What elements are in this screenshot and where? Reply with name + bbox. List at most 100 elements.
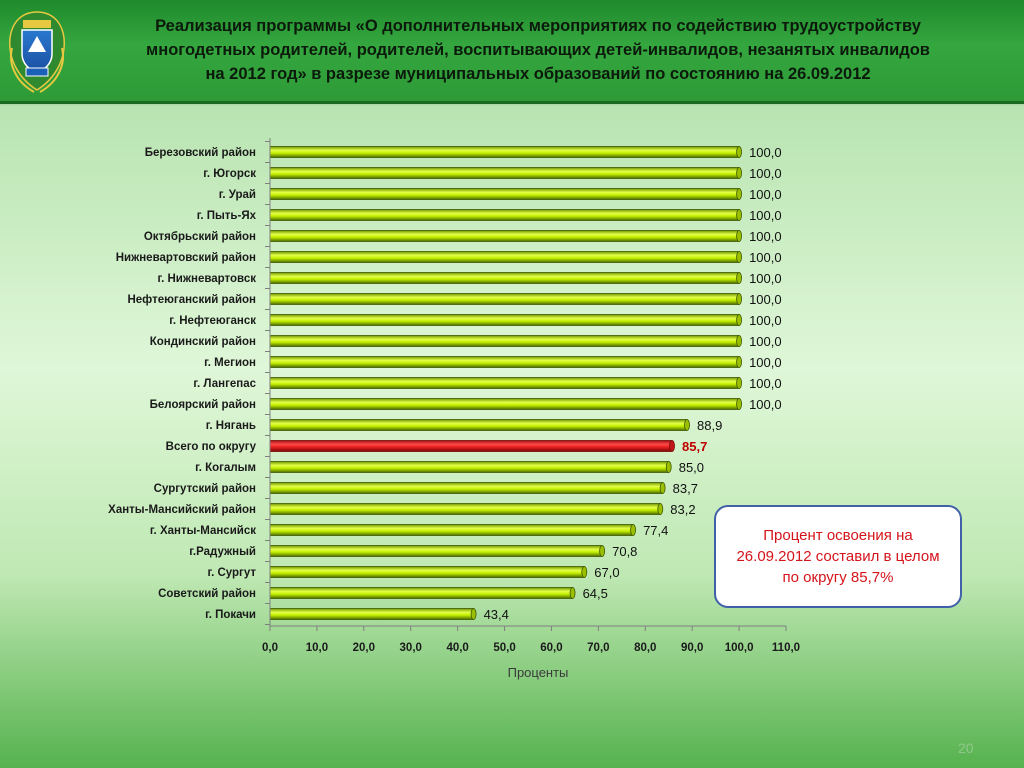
bar-end-cap [736, 398, 742, 410]
category-label: г. Лангепас [193, 378, 256, 390]
bar [269, 251, 742, 263]
value-label: 100,0 [749, 271, 782, 286]
bar [269, 461, 672, 473]
bar-body [269, 440, 673, 452]
value-label: 88,9 [697, 418, 722, 433]
bar-end-cap [736, 188, 742, 200]
bar-body [269, 293, 740, 305]
x-tick-label: 50,0 [493, 642, 515, 654]
category-label: Сургутский район [154, 483, 256, 495]
category-label: Всего по округу [166, 441, 257, 453]
bar-end-cap [736, 314, 742, 326]
bar-end-cap [736, 230, 742, 242]
value-label: 100,0 [749, 313, 782, 328]
value-label: 77,4 [643, 523, 668, 538]
x-tick-label: 70,0 [587, 642, 609, 654]
bar [269, 335, 742, 347]
bar-body [269, 587, 573, 599]
bar-end-cap [470, 608, 477, 620]
bar-end-cap [736, 293, 742, 305]
category-label: г. Сургут [207, 567, 256, 579]
value-label: 100,0 [749, 229, 782, 244]
value-label: 70,8 [612, 544, 637, 559]
value-label: 67,0 [594, 565, 619, 580]
bar [269, 188, 742, 200]
value-label: 100,0 [749, 355, 782, 370]
x-tick-label: 90,0 [681, 642, 703, 654]
value-label: 100,0 [749, 250, 782, 265]
x-tick-label: 60,0 [540, 642, 562, 654]
callout-text: Процент освоения на 26.09.2012 составил … [736, 527, 940, 586]
category-label: Октябрьский район [144, 231, 256, 243]
bar-body [269, 503, 661, 515]
category-label: г.Радужный [189, 546, 256, 558]
title-line-2: многодетных родителей, родителей, воспит… [146, 41, 930, 59]
category-label: Березовский район [145, 147, 256, 159]
bar-end-cap [736, 251, 742, 263]
bar-body [269, 482, 664, 494]
bar [269, 146, 742, 158]
bar-end-cap [736, 146, 742, 158]
bar-end-cap [630, 524, 636, 536]
summary-callout: Процент освоения на 26.09.2012 составил … [714, 505, 962, 608]
bar-end-cap [736, 167, 742, 179]
bar [269, 419, 690, 431]
bar [269, 608, 477, 620]
category-label: г. Ханты-Мансийск [150, 525, 256, 537]
bar-body [269, 356, 740, 368]
category-label: Нефтеюганский район [127, 294, 256, 306]
bar-body [269, 167, 740, 179]
slide-header: Реализация программы «О дополнительных м… [0, 0, 1024, 104]
value-label: 64,5 [583, 586, 608, 601]
x-tick-label: 80,0 [634, 642, 656, 654]
category-label: г. Покачи [205, 609, 256, 621]
value-label: 43,4 [484, 607, 509, 622]
bar-end-cap [736, 272, 742, 284]
x-tick-label: 110,0 [772, 642, 800, 654]
category-label: г. Пыть-Ях [197, 210, 257, 222]
title-line-1: Реализация программы «О дополнительных м… [155, 17, 921, 35]
bar-body [269, 608, 474, 620]
x-tick-label: 0,0 [262, 642, 278, 654]
bar [269, 230, 742, 242]
category-label: г. Нефтеюганск [169, 315, 256, 327]
x-tick-label: 20,0 [353, 642, 375, 654]
bar-body [269, 566, 585, 578]
value-label: 100,0 [749, 334, 782, 349]
value-label: 85,0 [679, 460, 704, 475]
bar-end-cap [569, 587, 576, 599]
bar [269, 377, 742, 389]
bar-body [269, 419, 688, 431]
category-label: г. Мегион [204, 357, 256, 369]
coat-of-arms-emblem-icon [9, 11, 65, 93]
bar-body [269, 209, 740, 221]
bar-body [269, 230, 740, 242]
bar [269, 356, 742, 368]
x-axis-title: Проценты [508, 665, 569, 680]
bar-body [269, 146, 740, 158]
bar [269, 482, 666, 494]
bar-body [269, 314, 740, 326]
category-label: г. Нижневартовск [157, 273, 256, 285]
bar-body [269, 398, 740, 410]
bar-body [269, 272, 740, 284]
bar [269, 398, 742, 410]
bar-body [269, 251, 740, 263]
bar [269, 545, 606, 557]
bar-end-cap [581, 566, 588, 578]
value-label: 100,0 [749, 166, 782, 181]
value-label: 100,0 [749, 397, 782, 412]
category-label: г. Нягань [206, 420, 256, 432]
bar-end-cap [659, 482, 666, 494]
bar [269, 167, 742, 179]
bar [269, 314, 742, 326]
value-label: 100,0 [749, 292, 782, 307]
page-number: 20 [958, 740, 974, 756]
category-label: г. Югорск [203, 168, 256, 180]
bar-end-cap [684, 419, 690, 431]
bar-end-cap [736, 335, 742, 347]
value-label: 100,0 [749, 208, 782, 223]
category-label: Ханты-Мансийский район [108, 504, 256, 516]
title-line-3: на 2012 год» в разрезе муниципальных обр… [205, 65, 871, 83]
bar-body [269, 377, 740, 389]
